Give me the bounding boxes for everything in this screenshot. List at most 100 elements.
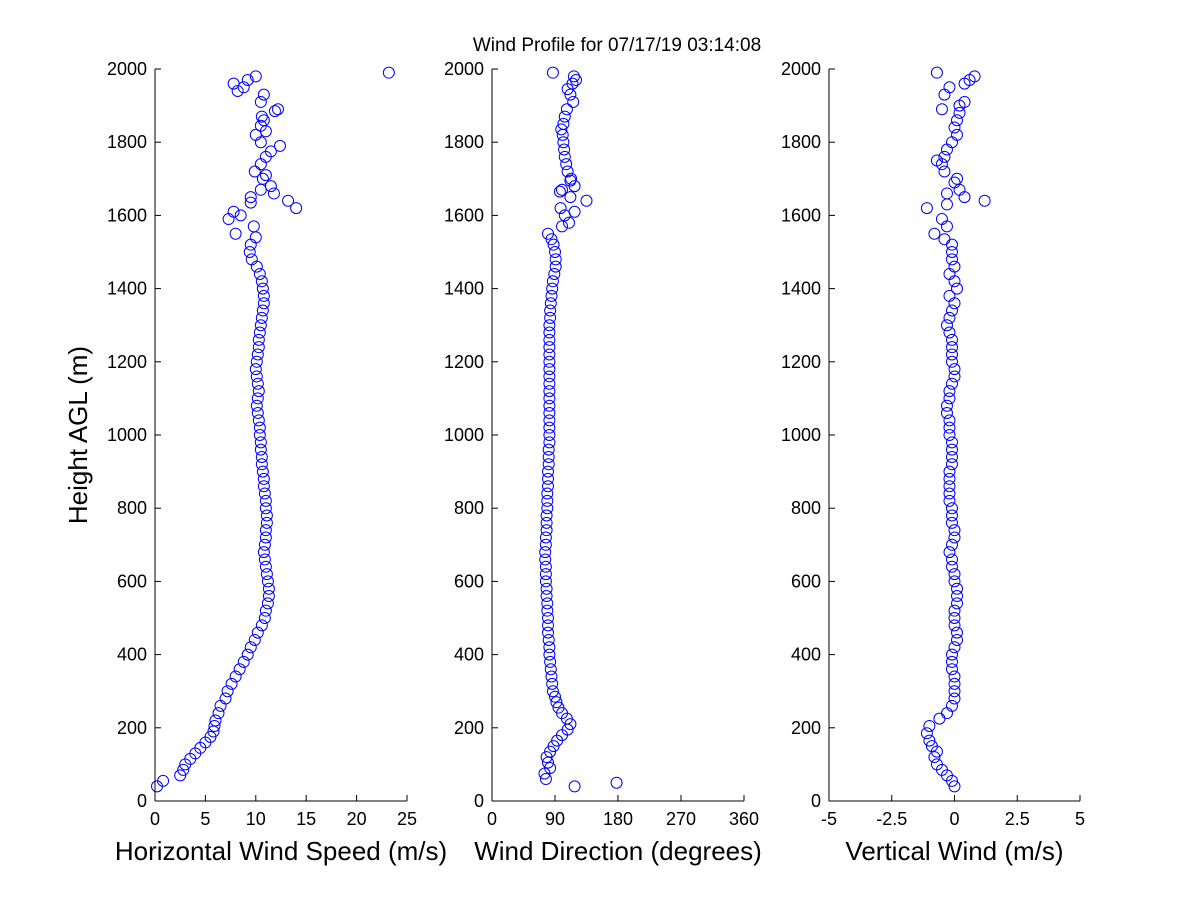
vertical-y-tick-label: 1400 bbox=[781, 279, 821, 299]
speed-data-point bbox=[262, 590, 275, 603]
direction-data-point bbox=[540, 524, 553, 537]
speed-data-point bbox=[260, 516, 273, 529]
speed-data-point bbox=[264, 180, 277, 193]
speed-data-point bbox=[253, 267, 266, 280]
speed-data-point bbox=[254, 183, 267, 196]
speed-data-point bbox=[255, 275, 268, 288]
direction-data-point bbox=[610, 776, 623, 789]
direction-y-tick-label: 800 bbox=[454, 498, 484, 518]
vertical-data-point bbox=[940, 319, 953, 332]
vertical-data-point bbox=[958, 191, 971, 204]
vertical-y-tick-label: 800 bbox=[791, 498, 821, 518]
direction-data-point bbox=[542, 480, 554, 493]
speed-data-point bbox=[244, 641, 257, 654]
speed-data-point bbox=[258, 553, 271, 566]
vertical-data-point bbox=[948, 692, 961, 705]
speed-data-point bbox=[256, 304, 269, 317]
vertical-data-point bbox=[948, 619, 961, 632]
wind-direction-points bbox=[538, 66, 623, 793]
speed-data-point bbox=[244, 196, 257, 209]
direction-data-point bbox=[543, 641, 556, 654]
direction-data-point bbox=[540, 516, 553, 529]
vertical-data-point bbox=[928, 227, 941, 240]
direction-data-point bbox=[550, 696, 563, 709]
speed-data-point bbox=[237, 655, 250, 668]
direction-data-point bbox=[542, 227, 554, 240]
speed-data-point bbox=[231, 84, 244, 97]
direction-data-point bbox=[542, 633, 555, 646]
vertical-data-point bbox=[945, 377, 958, 390]
direction-x-tick-label: 90 bbox=[545, 809, 565, 829]
direction-y-tick-label: 600 bbox=[454, 571, 484, 591]
vertical-data-point bbox=[940, 407, 953, 420]
vertical-data-point bbox=[948, 260, 961, 273]
vertical-data-point bbox=[943, 311, 956, 324]
direction-data-point bbox=[566, 77, 579, 90]
vertical-data-point bbox=[938, 88, 951, 101]
speed-data-point bbox=[254, 158, 267, 171]
speed-data-point bbox=[222, 213, 235, 226]
vertical-data-point bbox=[948, 780, 961, 793]
direction-data-point bbox=[558, 150, 571, 163]
vertical-data-point bbox=[951, 590, 964, 603]
vertical-y-tick-label: 2000 bbox=[781, 59, 821, 79]
direction-y-tick-label: 2000 bbox=[444, 59, 484, 79]
vertical-data-point bbox=[951, 172, 964, 185]
direction-data-point bbox=[546, 282, 559, 295]
direction-data-point bbox=[568, 205, 581, 218]
speed-y-tick-label: 800 bbox=[117, 498, 147, 518]
direction-data-point bbox=[555, 123, 568, 136]
direction-y-tick-label: 1000 bbox=[444, 425, 484, 445]
speed-data-point bbox=[273, 139, 286, 152]
speed-x-tick-label: 25 bbox=[397, 809, 417, 829]
direction-data-point bbox=[547, 238, 560, 251]
speed-data-point bbox=[290, 202, 303, 215]
direction-data-point bbox=[544, 304, 557, 317]
vertical-data-point bbox=[925, 740, 938, 753]
vertical-data-point bbox=[923, 719, 936, 732]
direction-data-point bbox=[567, 70, 580, 83]
speed-data-point bbox=[282, 194, 295, 207]
vertical-data-point bbox=[945, 436, 958, 449]
direction-data-point bbox=[565, 172, 578, 185]
speed-data-point bbox=[254, 319, 267, 332]
speed-data-point bbox=[253, 326, 266, 339]
speed-data-point bbox=[252, 333, 265, 346]
direction-data-point bbox=[539, 531, 552, 544]
direction-data-point bbox=[543, 385, 556, 398]
vertical-data-point bbox=[945, 246, 958, 258]
vertical-data-point bbox=[940, 399, 953, 412]
vertical-data-point bbox=[935, 213, 948, 226]
speed-data-point bbox=[225, 677, 238, 690]
vertical-data-point bbox=[930, 154, 943, 167]
direction-y-tick-label: 1400 bbox=[444, 279, 484, 299]
direction-x-tick-label: 360 bbox=[729, 809, 759, 829]
speed-data-point bbox=[241, 648, 254, 661]
vertical-data-point bbox=[948, 685, 961, 698]
direction-data-point bbox=[541, 604, 554, 617]
direction-data-point bbox=[554, 202, 567, 215]
direction-data-point bbox=[563, 216, 575, 229]
speed-data-point bbox=[250, 370, 263, 383]
direction-data-point bbox=[545, 289, 558, 302]
vertical-data-point bbox=[951, 128, 964, 141]
direction-data-point bbox=[542, 465, 554, 478]
vertical-data-point bbox=[948, 363, 961, 376]
vertical-data-point bbox=[945, 450, 958, 463]
direction-data-point bbox=[560, 158, 573, 171]
speed-data-point bbox=[259, 169, 272, 182]
direction-data-point bbox=[561, 165, 574, 178]
direction-data-point bbox=[542, 443, 555, 456]
speed-data-point bbox=[248, 633, 261, 646]
direction-data-point bbox=[558, 110, 571, 123]
direction-data-point bbox=[540, 590, 553, 603]
direction-data-point bbox=[540, 509, 553, 522]
vertical-data-point bbox=[951, 633, 964, 646]
vertical-x-tick-label: 5 bbox=[1075, 809, 1085, 829]
speed-data-point bbox=[259, 531, 272, 544]
vertical-x-tick-label: 0 bbox=[949, 809, 959, 829]
speed-data-point bbox=[214, 699, 227, 712]
direction-y-tick-label: 1800 bbox=[444, 132, 484, 152]
direction-data-point bbox=[541, 494, 554, 507]
speed-data-point bbox=[251, 392, 264, 405]
